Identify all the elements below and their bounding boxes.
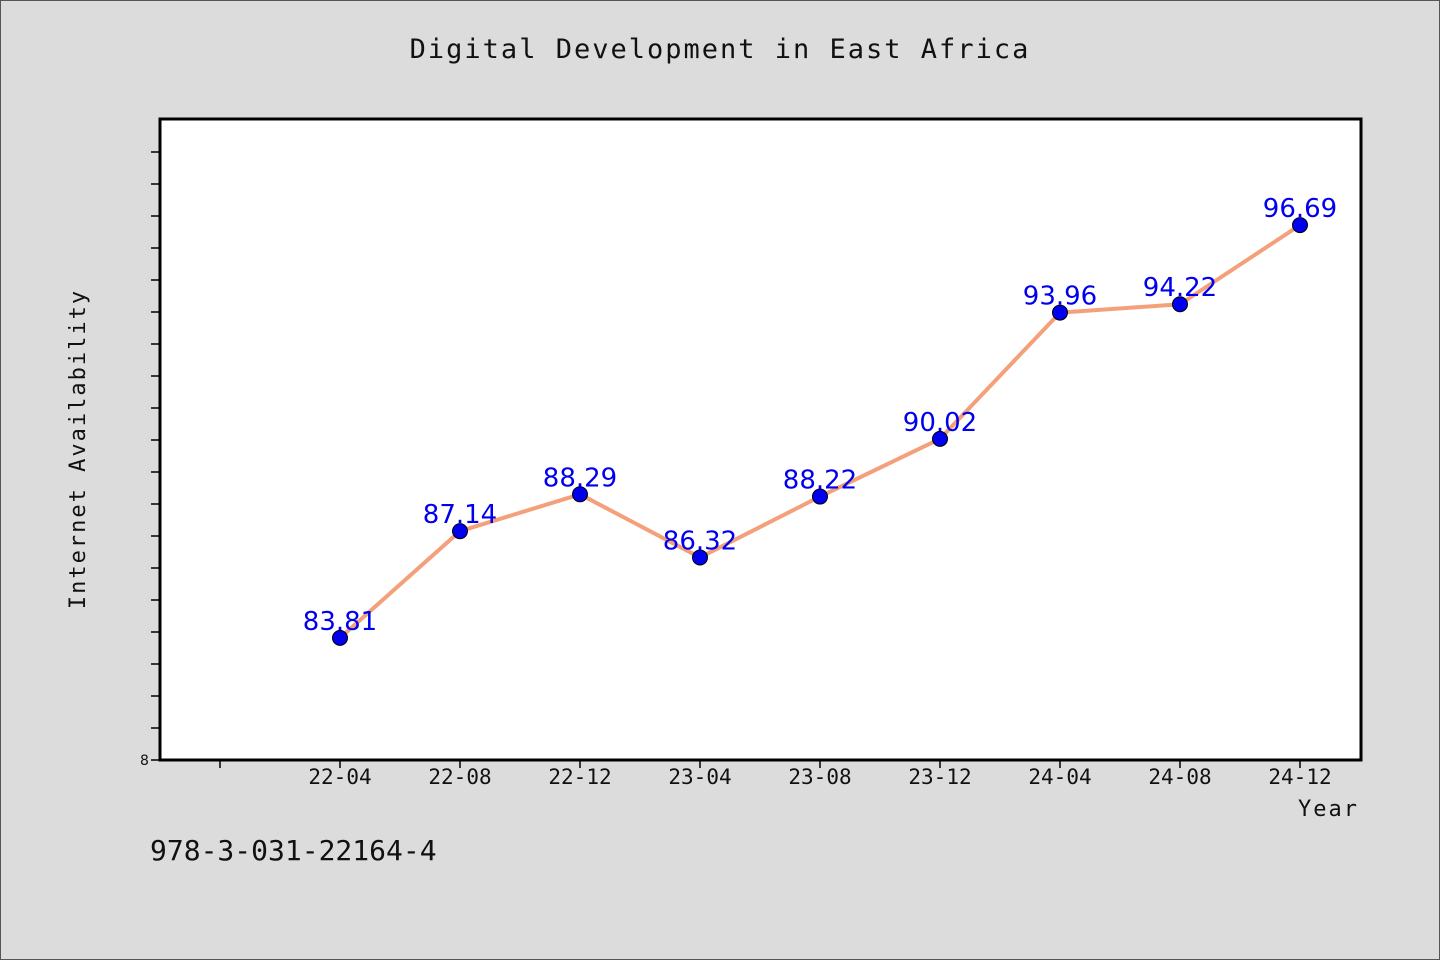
data-point [1172, 296, 1188, 313]
x-axis-ticks: 22-04 22-08 22-12 23-04 23-08 23-12 24-04 24-08… [219, 760, 1332, 789]
data-point [572, 486, 588, 503]
y-tick-label: 8 [140, 753, 149, 769]
data-label: 96.69 [1263, 194, 1337, 224]
data-point [692, 549, 708, 566]
data-label: 86.32 [663, 526, 737, 556]
data-label: 93.96 [1023, 282, 1097, 312]
x-tick-label: 23-08 [788, 765, 851, 789]
x-tick-label: 24-12 [1268, 765, 1331, 789]
x-tick-label: 24-04 [1028, 765, 1091, 789]
x-tick-label: 23-12 [908, 765, 971, 789]
y-axis-label: Internet Availability [66, 289, 91, 609]
data-point [1052, 304, 1068, 321]
x-tick-label: 24-08 [1148, 765, 1211, 789]
data-point [812, 488, 828, 505]
plot-area [158, 117, 1363, 762]
data-labels: 83.81 87.14 88.29 86.32 88.22 90.02 93.96 94.22… [303, 194, 1337, 637]
data-point [932, 430, 948, 447]
isbn-text: 978-3-031-22164-4 [150, 834, 437, 867]
x-tick-label: 22-08 [428, 765, 491, 789]
series-markers [332, 217, 1308, 646]
data-point [452, 523, 468, 540]
data-point [1292, 217, 1308, 234]
x-axis-label: Year [1298, 797, 1359, 822]
y-axis-ticks [151, 151, 160, 761]
data-label: 94.22 [1143, 273, 1217, 303]
x-tick-label: 23-04 [668, 765, 731, 789]
chart-title: Digital Development in East Africa [409, 34, 1031, 65]
data-label: 87.14 [423, 500, 497, 530]
data-label: 88.29 [543, 463, 617, 493]
data-label: 88.22 [783, 466, 857, 496]
x-tick-label: 22-04 [308, 765, 371, 789]
data-label: 90.02 [903, 408, 977, 438]
data-label: 83.81 [303, 607, 377, 637]
data-point [332, 629, 348, 646]
x-tick-label: 22-12 [548, 765, 611, 789]
